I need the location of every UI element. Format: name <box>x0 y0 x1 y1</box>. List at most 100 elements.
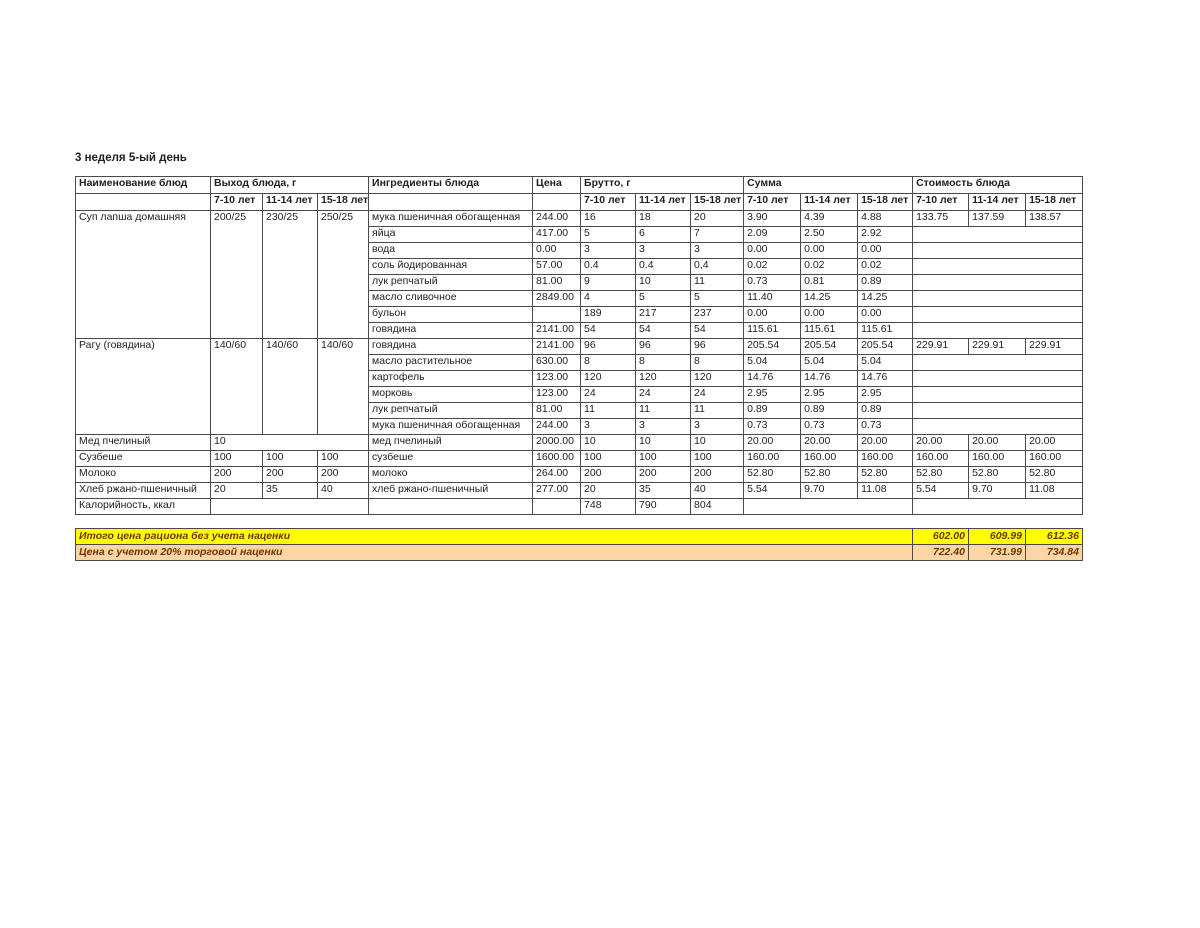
brutto-value: 10 <box>635 434 692 451</box>
ingredient-price: 0.00 <box>532 242 582 259</box>
brutto-value: 16 <box>580 210 637 227</box>
calories-price-empty <box>532 498 582 515</box>
sum-value: 0.73 <box>743 274 802 291</box>
table-row: Молоко 200 200 200 молоко 264.00 200 200 200 52.8… <box>75 466 1084 483</box>
dish-yield: 100 <box>262 450 318 467</box>
brutto-value: 217 <box>635 306 692 323</box>
ingredient-name: мука пшеничная обогащенная <box>368 418 534 435</box>
totals-value: 731.99 <box>968 544 1026 561</box>
ingredient-price: 244.00 <box>532 210 582 227</box>
brutto-value: 3 <box>690 418 745 435</box>
totals-value: 722.40 <box>912 544 969 561</box>
sum-value: 0.81 <box>800 274 859 291</box>
ingredient-price: 123.00 <box>532 386 582 403</box>
ingredient-name: лук репчатый <box>368 274 534 291</box>
header-sum-age-2: 11-14 лет <box>800 193 859 211</box>
cost-empty <box>912 418 1084 435</box>
ingredient-name: хлеб ржано-пшеничный <box>368 482 534 499</box>
cost-empty <box>912 274 1084 291</box>
cost-value: 52.80 <box>968 466 1027 483</box>
sum-value: 2.95 <box>857 386 914 403</box>
brutto-value: 24 <box>580 386 637 403</box>
ingredient-name: молоко <box>368 466 534 483</box>
sum-value: 0.89 <box>743 402 802 419</box>
table-row: морковь 123.00 24 24 24 2.95 2.95 2.95 <box>76 386 1084 403</box>
sum-value: 115.61 <box>857 322 914 339</box>
dish-yield: 200 <box>316 466 370 483</box>
cost-value: 160.00 <box>1025 450 1084 467</box>
table-row: лук репчатый 81.00 11 11 11 0.89 0.89 0.89 <box>76 402 1084 419</box>
dish-name: Хлеб ржано-пшеничный <box>75 482 211 499</box>
brutto-value: 10 <box>690 434 745 451</box>
sum-value: 115.61 <box>743 322 802 339</box>
header-row-groups: Наименование блюд Выход блюда, г Ингреди… <box>75 176 1084 194</box>
ingredient-name: говядина <box>368 338 534 355</box>
header-empty-ingredients <box>368 193 534 211</box>
dish-yield: 230/25 <box>262 210 318 339</box>
ingredient-name: соль йодированная <box>368 258 534 275</box>
dish-name: Молоко <box>75 466 211 483</box>
ingredient-name: вода <box>368 242 534 259</box>
cost-value: 52.80 <box>1025 466 1084 483</box>
brutto-value: 40 <box>690 482 745 499</box>
dish-name: Суп лапша домашняя <box>75 210 211 339</box>
dish-yield: 35 <box>262 482 318 499</box>
header-cost-age-1: 7-10 лет <box>912 193 970 211</box>
ingredient-name: лук репчатый <box>368 402 534 419</box>
header-brutto-age-3: 15-18 лет <box>690 193 745 211</box>
dish-name: Мед пчелиный <box>75 434 211 451</box>
table-row: вода 0.00 3 3 3 0.00 0.00 0.00 <box>76 242 1084 259</box>
dish-yield: 20 <box>210 482 263 499</box>
brutto-value: 237 <box>690 306 745 323</box>
table-row: Суп лапша домашняя 200/25 230/25 250/25 мука… <box>75 210 1084 339</box>
ingredient-price: 244.00 <box>532 418 582 435</box>
brutto-value: 189 <box>580 306 637 323</box>
sum-value: 0.02 <box>800 258 859 275</box>
header-row-ages: 7-10 лет 11-14 лет 15-18 лет 7-10 лет 11… <box>75 193 1084 211</box>
totals-label: Итого цена рациона без учета наценки <box>75 528 913 545</box>
header-price: Цена <box>532 176 582 194</box>
totals-value: 602.00 <box>912 528 969 545</box>
brutto-value: 9 <box>580 274 637 291</box>
calories-yield-empty <box>209 498 370 515</box>
header-yield: Выход блюда, г <box>209 176 370 194</box>
table-row: масло растительное 630.00 8 8 8 5.04 5.04 5.04 <box>76 354 1084 371</box>
table-row: Сузбеше 100 100 100 сузбеше 1600.00 100 100 100 1… <box>75 450 1084 467</box>
calories-value: 790 <box>635 498 692 515</box>
sum-value: 0.00 <box>800 242 859 259</box>
brutto-value: 7 <box>690 226 745 243</box>
dish-yield: 100 <box>316 450 370 467</box>
totals-row-2: Цена с учетом 20% торговой наценки 722.40… <box>75 544 1083 561</box>
ingredient-price: 2849.00 <box>532 290 582 307</box>
calories-sum-empty <box>743 498 914 515</box>
table-row: соль йодированная 57.00 0.4 0.4 0,4 0.02 0.02 0… <box>76 258 1084 275</box>
cost-empty <box>912 306 1084 323</box>
brutto-value: 120 <box>580 370 637 387</box>
sum-value: 14.76 <box>743 370 802 387</box>
brutto-value: 100 <box>690 450 745 467</box>
totals-body: Итого цена рациона без учета наценки 602.… <box>75 528 1083 561</box>
dish-yield: 140/60 <box>316 338 370 435</box>
sum-value: 52.80 <box>800 466 859 483</box>
cost-value: 138.57 <box>1025 210 1084 227</box>
ingredient-price: 81.00 <box>532 274 582 291</box>
dish-yield: 100 <box>210 450 263 467</box>
ingredient-name: мука пшеничная обогащенная <box>368 210 534 227</box>
header-sum-age-1: 7-10 лет <box>743 193 802 211</box>
brutto-value: 35 <box>635 482 692 499</box>
ingredient-name: масло сливочное <box>368 290 534 307</box>
cost-value: 5.54 <box>912 482 970 499</box>
brutto-value: 120 <box>635 370 692 387</box>
calories-value: 804 <box>690 498 745 515</box>
brutto-value: 200 <box>690 466 745 483</box>
header-empty-dish <box>75 193 211 211</box>
cost-empty <box>912 402 1084 419</box>
header-brutto: Брутто, г <box>580 176 745 194</box>
sum-value: 4.39 <box>800 210 859 227</box>
sum-value: 0.00 <box>857 306 914 323</box>
ingredient-price: 417.00 <box>532 226 582 243</box>
sum-value: 0.02 <box>743 258 802 275</box>
brutto-value: 0.4 <box>635 258 692 275</box>
menu-cost-table: Наименование блюд Выход блюда, г Ингреди… <box>75 176 1084 515</box>
brutto-value: 11 <box>690 402 745 419</box>
